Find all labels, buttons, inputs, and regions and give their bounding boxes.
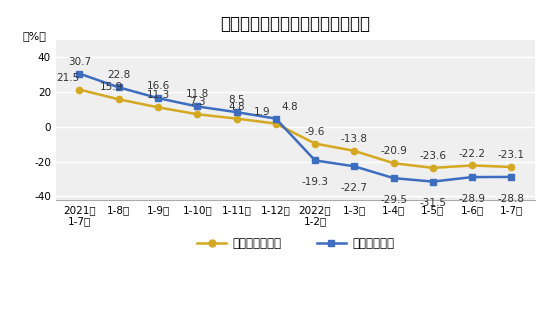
商品房销售额 bbox=[469, 175, 475, 179]
Text: 8.5: 8.5 bbox=[228, 95, 245, 105]
Text: 11.8: 11.8 bbox=[185, 90, 209, 100]
Text: 11.3: 11.3 bbox=[146, 90, 169, 100]
商品房销售额 bbox=[194, 105, 201, 109]
Text: -29.5: -29.5 bbox=[380, 195, 407, 205]
Text: 4.8: 4.8 bbox=[282, 102, 298, 112]
Text: -28.8: -28.8 bbox=[498, 193, 525, 203]
Text: 7.3: 7.3 bbox=[189, 97, 206, 107]
商品房销售面积 bbox=[194, 112, 201, 116]
Title: 全国商品房销售面积及销售额增速: 全国商品房销售面积及销售额增速 bbox=[221, 15, 370, 33]
Text: -28.9: -28.9 bbox=[459, 194, 486, 204]
Text: （%）: （%） bbox=[23, 31, 46, 41]
商品房销售额 bbox=[312, 159, 318, 163]
Text: 22.8: 22.8 bbox=[107, 70, 130, 80]
Text: -13.8: -13.8 bbox=[341, 134, 368, 144]
商品房销售面积 bbox=[508, 165, 515, 169]
商品房销售额 bbox=[233, 110, 240, 114]
Text: 1.9: 1.9 bbox=[254, 107, 270, 117]
Text: -20.9: -20.9 bbox=[380, 146, 407, 156]
商品房销售额 bbox=[272, 117, 279, 121]
商品房销售额 bbox=[116, 85, 122, 89]
商品房销售面积 bbox=[272, 122, 279, 126]
商品房销售额 bbox=[351, 164, 358, 168]
Line: 商品房销售额: 商品房销售额 bbox=[76, 71, 515, 185]
Text: -22.2: -22.2 bbox=[459, 149, 486, 159]
商品房销售额 bbox=[430, 179, 436, 183]
Text: 21.5: 21.5 bbox=[57, 73, 80, 83]
Text: -23.6: -23.6 bbox=[420, 151, 447, 161]
商品房销售面积 bbox=[390, 161, 397, 165]
商品房销售面积 bbox=[76, 88, 82, 92]
商品房销售面积 bbox=[351, 149, 358, 153]
Text: -9.6: -9.6 bbox=[305, 127, 325, 137]
Text: -31.5: -31.5 bbox=[420, 198, 447, 208]
商品房销售面积 bbox=[233, 117, 240, 121]
商品房销售额 bbox=[508, 175, 515, 179]
商品房销售面积 bbox=[155, 105, 161, 109]
Text: -23.1: -23.1 bbox=[498, 150, 525, 160]
Text: 16.6: 16.6 bbox=[146, 81, 169, 91]
Text: 15.9: 15.9 bbox=[100, 82, 123, 92]
商品房销售面积 bbox=[430, 166, 436, 170]
商品房销售面积 bbox=[312, 142, 318, 146]
商品房销售面积 bbox=[469, 164, 475, 167]
Line: 商品房销售面积: 商品房销售面积 bbox=[76, 87, 515, 171]
Text: 4.8: 4.8 bbox=[228, 102, 245, 112]
Text: 30.7: 30.7 bbox=[68, 57, 91, 67]
商品房销售额 bbox=[155, 96, 161, 100]
商品房销售额 bbox=[76, 72, 82, 76]
Legend: 商品房销售面积, 商品房销售额: 商品房销售面积, 商品房销售额 bbox=[192, 232, 399, 255]
Text: -22.7: -22.7 bbox=[341, 183, 368, 193]
商品房销售额 bbox=[390, 176, 397, 180]
Text: -19.3: -19.3 bbox=[301, 177, 328, 187]
商品房销售面积 bbox=[116, 97, 122, 101]
